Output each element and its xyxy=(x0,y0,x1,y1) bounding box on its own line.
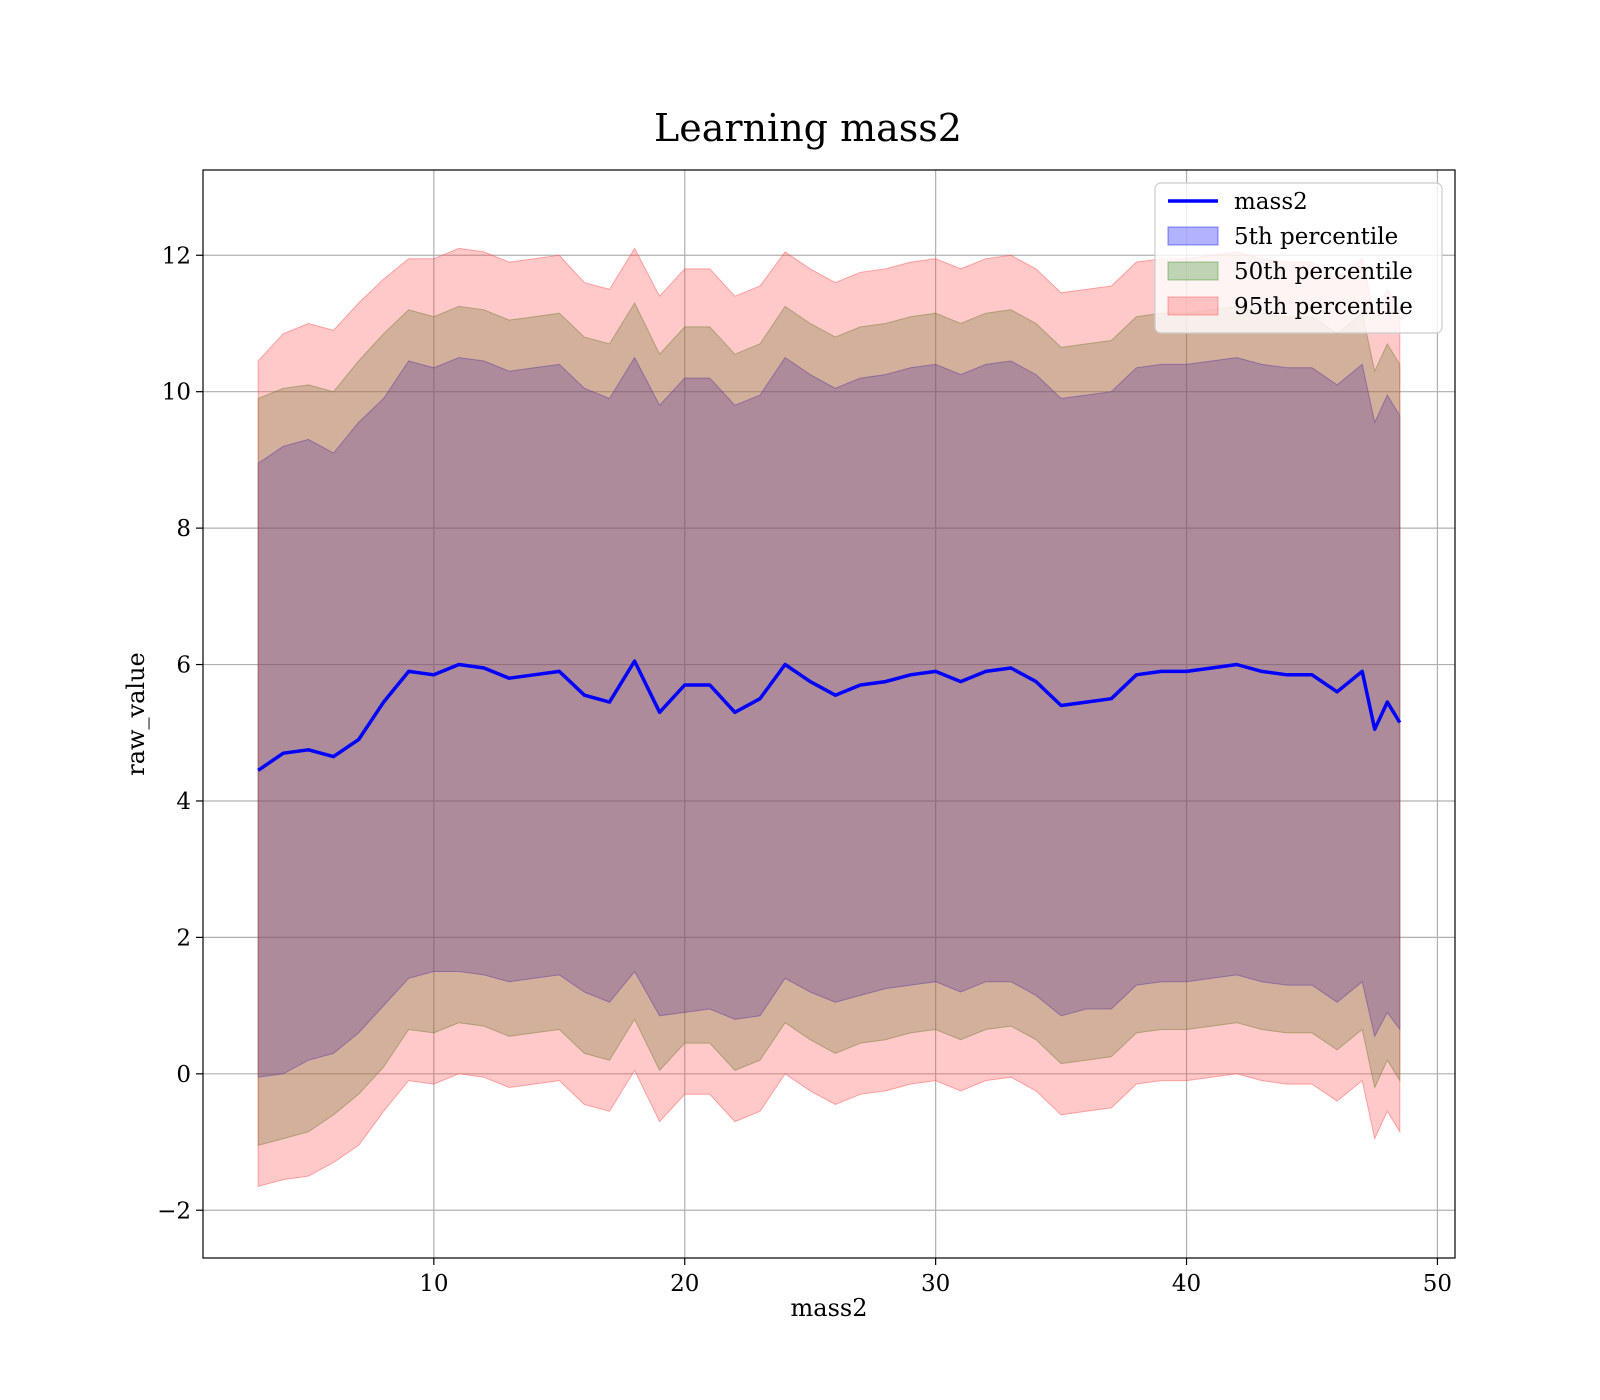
legend-label: 95th percentile xyxy=(1234,294,1413,320)
chart-title: Learning mass2 xyxy=(654,106,962,150)
y-tick-label: 12 xyxy=(162,243,191,269)
x-tick-label: 30 xyxy=(921,1271,950,1297)
x-tick-label: 20 xyxy=(670,1271,699,1297)
grid-lines xyxy=(203,170,1455,1258)
legend-label: 50th percentile xyxy=(1234,259,1413,285)
y-tick-label: 8 xyxy=(176,516,191,542)
y-tick-label: −2 xyxy=(157,1198,191,1224)
axis-ticks: 10 20 30 40 50 −2 0 2 4 6 8 10 12 xyxy=(157,243,1452,1297)
legend-label: 5th percentile xyxy=(1234,224,1398,250)
line-mass2 xyxy=(257,659,1402,772)
legend: mass2 5th percentile 50th percentile 95th p… xyxy=(1154,182,1443,334)
legend-swatch-band xyxy=(1167,261,1219,281)
legend-items: mass2 5th percentile 50th percentile 95th p… xyxy=(1167,189,1413,320)
band-95th-percentile xyxy=(257,247,1401,1188)
y-tick-label: 10 xyxy=(162,380,191,406)
percentile-bands xyxy=(257,247,1401,1188)
legend-swatch-band xyxy=(1167,226,1219,246)
x-tick-label: 40 xyxy=(1172,1271,1201,1297)
y-tick-label: 6 xyxy=(176,653,191,679)
y-axis-label: raw_value xyxy=(122,652,150,776)
band-5th-percentile xyxy=(257,356,1401,1078)
legend-swatch-band xyxy=(1167,296,1219,316)
legend-box xyxy=(1154,182,1443,334)
series-lines xyxy=(257,659,1402,772)
y-tick-label: 4 xyxy=(176,789,191,815)
band-50th-percentile xyxy=(257,301,1401,1147)
x-tick-label: 10 xyxy=(419,1271,448,1297)
plot-frame xyxy=(202,169,1456,1259)
x-tick-label: 50 xyxy=(1423,1271,1452,1297)
y-tick-label: 2 xyxy=(176,925,191,951)
x-axis-label: mass2 xyxy=(791,1294,868,1322)
legend-label: mass2 xyxy=(1234,189,1308,215)
y-tick-label: 0 xyxy=(176,1062,191,1088)
